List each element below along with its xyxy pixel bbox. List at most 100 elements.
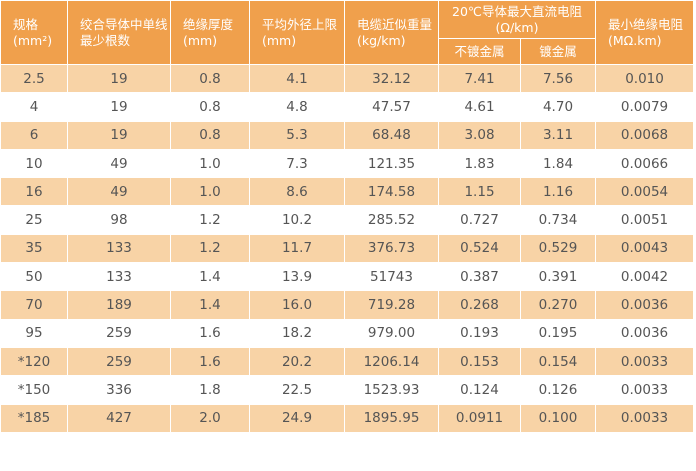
cell-spec: 70 [0, 290, 68, 320]
cell-weight: 979.00 [344, 318, 439, 348]
cell-insulation: 1.0 [170, 148, 250, 179]
cell-strands: 49 [67, 148, 171, 179]
cell-insulation-resistance: 0.0033 [595, 375, 695, 405]
cell-diameter: 5.3 [249, 120, 345, 150]
cell-insulation: 1.4 [170, 262, 250, 292]
cell-insulation-resistance: 0.0033 [595, 346, 695, 377]
cell-insulation: 0.8 [170, 120, 250, 150]
cell-strands: 189 [67, 290, 171, 320]
cell-weight: 174.58 [344, 177, 439, 207]
cell-strands: 133 [67, 233, 171, 264]
cell-weight: 376.73 [344, 233, 439, 264]
table-row: 70 189 1.4 16.0 719.28 0.268 0.270 0.0036 [0, 290, 695, 320]
cell-resistance-plated: 1.84 [519, 148, 597, 179]
cell-weight: 285.52 [344, 205, 439, 235]
cell-spec: 50 [0, 262, 68, 292]
cell-resistance-plain: 0.387 [438, 262, 521, 292]
cell-resistance-plated: 0.154 [519, 346, 597, 377]
cell-insulation-resistance: 0.010 [595, 63, 695, 94]
cell-insulation-resistance: 0.0043 [595, 233, 695, 264]
cell-resistance-plated: 7.56 [519, 63, 597, 94]
header-strands: 绞合导体中单线 最少根数 [67, 0, 171, 65]
cell-insulation: 1.4 [170, 290, 250, 320]
cell-resistance-plain: 0.124 [438, 375, 521, 405]
cell-diameter: 8.6 [249, 177, 345, 207]
cell-insulation: 2.0 [170, 403, 250, 433]
header-resistance-plain: 不镀金属 [438, 38, 521, 65]
cell-weight: 121.35 [344, 148, 439, 179]
cell-diameter: 4.8 [249, 92, 345, 122]
cell-strands: 427 [67, 403, 171, 433]
cell-diameter: 20.2 [249, 346, 345, 377]
table-row: 4 19 0.8 4.8 47.57 4.61 4.70 0.0079 [0, 92, 695, 122]
cell-resistance-plain: 4.61 [438, 92, 521, 122]
cell-weight: 32.12 [344, 63, 439, 94]
header-outer-diameter: 平均外径上限 (mm) [249, 0, 345, 65]
cell-insulation: 1.8 [170, 375, 250, 405]
cell-diameter: 10.2 [249, 205, 345, 235]
cell-insulation: 0.8 [170, 92, 250, 122]
cell-resistance-plain: 0.268 [438, 290, 521, 320]
cell-spec: 2.5 [0, 63, 68, 94]
cell-insulation: 1.2 [170, 233, 250, 264]
cell-diameter: 7.3 [249, 148, 345, 179]
cell-weight: 719.28 [344, 290, 439, 320]
cell-diameter: 11.7 [249, 233, 345, 264]
cell-insulation-resistance: 0.0054 [595, 177, 695, 207]
table-row: 95 259 1.6 18.2 979.00 0.193 0.195 0.0036 [0, 318, 695, 348]
table-row: 16 49 1.0 8.6 174.58 1.15 1.16 0.0054 [0, 177, 695, 207]
table-row: 25 98 1.2 10.2 285.52 0.727 0.734 0.0051 [0, 205, 695, 235]
cell-insulation: 1.2 [170, 205, 250, 235]
header-insulation-resistance: 最小绝缘电阻 (MΩ.km) [595, 0, 695, 65]
cell-insulation-resistance: 0.0066 [595, 148, 695, 179]
cell-resistance-plated: 0.270 [519, 290, 597, 320]
cell-insulation: 1.6 [170, 318, 250, 348]
cell-diameter: 4.1 [249, 63, 345, 94]
cell-resistance-plain: 0.153 [438, 346, 521, 377]
cell-resistance-plated: 0.126 [519, 375, 597, 405]
table-row: 10 49 1.0 7.3 121.35 1.83 1.84 0.0066 [0, 148, 695, 179]
table-header: 规格 (mm²) 绞合导体中单线 最少根数 绝缘厚度 (mm) 平均外径上限 (mm) … [0, 0, 695, 65]
cell-spec: 35 [0, 233, 68, 264]
cell-insulation-resistance: 0.0042 [595, 262, 695, 292]
cell-resistance-plain: 0.0911 [438, 403, 521, 433]
cell-insulation-resistance: 0.0033 [595, 403, 695, 433]
cell-insulation-resistance: 0.0036 [595, 318, 695, 348]
cell-diameter: 13.9 [249, 262, 345, 292]
cell-diameter: 24.9 [249, 403, 345, 433]
cell-spec: 25 [0, 205, 68, 235]
cell-resistance-plated: 3.11 [519, 120, 597, 150]
cell-spec: *150 [0, 375, 68, 405]
cell-weight: 68.48 [344, 120, 439, 150]
table-row: *150 336 1.8 22.5 1523.93 0.124 0.126 0.0033 [0, 375, 695, 405]
cell-diameter: 18.2 [249, 318, 345, 348]
cell-resistance-plated: 0.734 [519, 205, 597, 235]
cell-resistance-plated: 0.195 [519, 318, 597, 348]
cell-resistance-plated: 0.391 [519, 262, 597, 292]
cell-resistance-plated: 4.70 [519, 92, 597, 122]
cell-spec: *120 [0, 346, 68, 377]
cell-resistance-plain: 7.41 [438, 63, 521, 94]
cell-spec: 95 [0, 318, 68, 348]
cell-insulation-resistance: 0.0036 [595, 290, 695, 320]
table-row: *120 259 1.6 20.2 1206.14 0.153 0.154 0.0033 [0, 346, 695, 377]
cell-resistance-plated: 1.16 [519, 177, 597, 207]
cell-spec: 4 [0, 92, 68, 122]
cell-diameter: 16.0 [249, 290, 345, 320]
cell-strands: 259 [67, 346, 171, 377]
cell-strands: 259 [67, 318, 171, 348]
cell-resistance-plain: 1.15 [438, 177, 521, 207]
cell-insulation: 1.0 [170, 177, 250, 207]
cell-strands: 19 [67, 63, 171, 94]
cell-strands: 49 [67, 177, 171, 207]
cell-resistance-plain: 0.193 [438, 318, 521, 348]
cell-strands: 19 [67, 120, 171, 150]
header-spec: 规格 (mm²) [0, 0, 68, 65]
cell-resistance-plain: 0.524 [438, 233, 521, 264]
cell-resistance-plated: 0.529 [519, 233, 597, 264]
cell-weight: 1895.95 [344, 403, 439, 433]
cell-diameter: 22.5 [249, 375, 345, 405]
cell-spec: 6 [0, 120, 68, 150]
cell-insulation-resistance: 0.0079 [595, 92, 695, 122]
cell-resistance-plain: 3.08 [438, 120, 521, 150]
